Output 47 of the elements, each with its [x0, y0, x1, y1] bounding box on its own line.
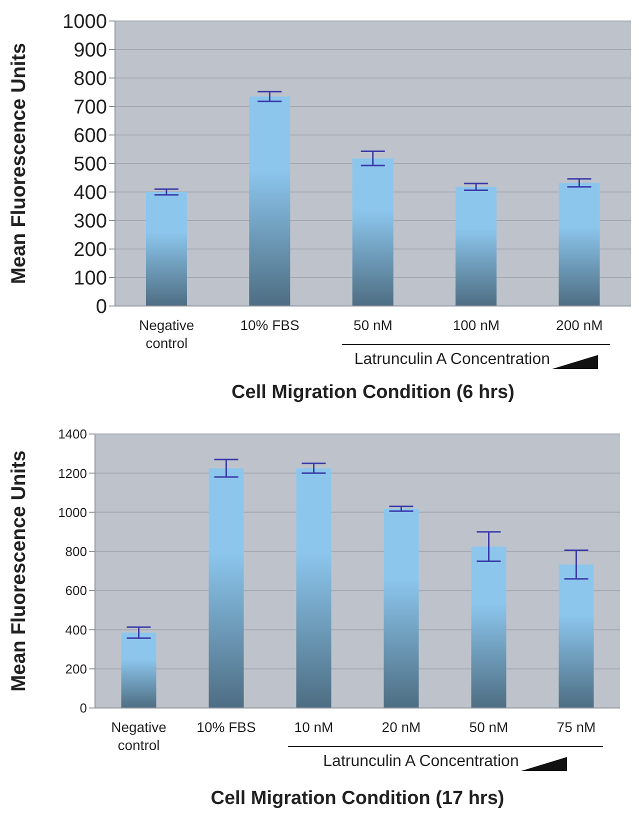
bar	[558, 182, 600, 306]
y-tick-label: 800	[65, 544, 87, 560]
bar	[208, 468, 244, 708]
x-tick-label: Negative control	[111, 719, 167, 753]
y-tick-label: 1000	[58, 504, 87, 520]
y-tick-label: 200	[65, 661, 87, 676]
y-tick-label: 0	[80, 700, 87, 716]
x-tick-label: 10 nM	[294, 719, 334, 735]
y-tick-label: 1200	[58, 466, 87, 481]
y-tick-label: 200	[74, 239, 107, 262]
text: Latrunculin A Concentration	[354, 351, 550, 369]
bar	[121, 632, 156, 708]
x-tick-label: 75 nM	[556, 719, 596, 735]
x-tick-label: 10% FBS	[240, 317, 300, 333]
x-tick-label: 100 nM	[452, 317, 500, 333]
x-axis-title: Cell Migration Condition (17 hrs)	[210, 788, 506, 810]
y-tick-label: 800	[74, 68, 107, 90]
y-tick-label: 100	[74, 268, 107, 290]
y-tick-label: 600	[74, 125, 107, 148]
bar	[471, 546, 506, 708]
x-tick-label: 50 nM	[469, 719, 508, 735]
y-tick-label: 600	[65, 583, 87, 598]
x-tick-label: Negative control	[138, 317, 194, 351]
y-tick-label: 400	[74, 182, 107, 204]
y-tick-label: 700	[74, 96, 107, 119]
y-tick-label: 400	[65, 622, 87, 638]
x-tick-label: 20 nM	[382, 719, 421, 735]
x-tick-label: 10% FBS	[196, 719, 256, 735]
x-tick-label: 50 nM	[354, 317, 392, 333]
y-tick-label: 1400	[58, 426, 87, 442]
y-axis-title: Mean Fluorescence Units	[8, 42, 30, 284]
bar	[352, 158, 394, 306]
y-tick-label: 300	[74, 210, 107, 233]
x-axis-title: Cell Migration Condition (6 hrs)	[230, 382, 516, 404]
bar	[146, 192, 187, 306]
bar	[249, 96, 290, 306]
y-tick-label: 500	[74, 154, 107, 176]
text: Latrunculin A Concentration	[323, 753, 519, 771]
bar	[296, 468, 332, 708]
bar	[558, 564, 594, 708]
y-axis-title: Mean Fluorescence Units	[8, 450, 30, 692]
y-tick-label: 0	[96, 296, 107, 318]
bar	[384, 508, 419, 708]
bar	[456, 186, 497, 306]
y-tick-label: 900	[74, 40, 107, 62]
x-tick-label: 200 nM	[556, 317, 603, 333]
y-tick-label: 1000	[62, 11, 107, 34]
